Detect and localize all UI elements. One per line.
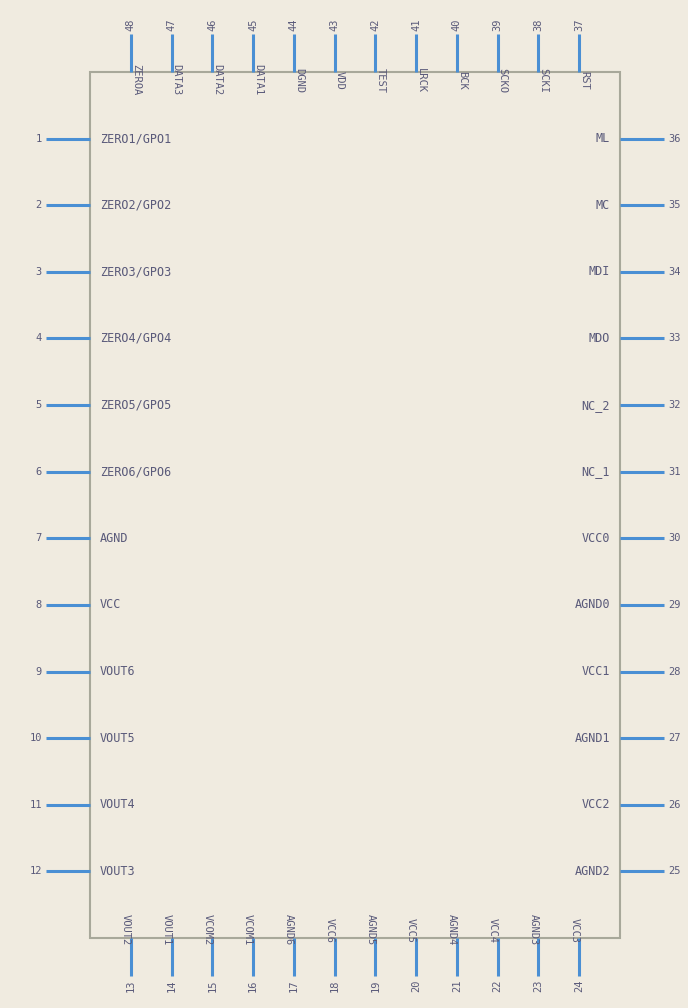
Text: VCC: VCC: [100, 599, 121, 612]
Text: VCC4: VCC4: [488, 917, 497, 942]
Text: 4: 4: [36, 334, 42, 344]
Text: VOUT3: VOUT3: [100, 865, 136, 878]
Text: VCC0: VCC0: [581, 532, 610, 544]
Text: SCKO: SCKO: [497, 68, 508, 93]
Text: AGND4: AGND4: [447, 914, 457, 946]
Text: ZERO3/GPO3: ZERO3/GPO3: [100, 265, 171, 278]
Text: ZERO1/GPO1: ZERO1/GPO1: [100, 132, 171, 145]
Text: AGND5: AGND5: [365, 914, 376, 946]
Text: AGND: AGND: [100, 532, 129, 544]
Text: 22: 22: [493, 979, 503, 992]
Text: 10: 10: [30, 733, 42, 743]
Text: VCC1: VCC1: [581, 665, 610, 678]
Text: AGND0: AGND0: [574, 599, 610, 612]
Text: VCC2: VCC2: [581, 798, 610, 811]
Text: DATA1: DATA1: [253, 65, 263, 96]
Text: ZERO4/GPO4: ZERO4/GPO4: [100, 332, 171, 345]
Text: VCC5: VCC5: [406, 917, 416, 942]
Text: 42: 42: [370, 18, 380, 31]
Text: TEST: TEST: [376, 68, 385, 93]
Text: 23: 23: [533, 979, 544, 992]
Text: 27: 27: [668, 733, 680, 743]
Text: ZERO2/GPO2: ZERO2/GPO2: [100, 199, 171, 212]
Text: 7: 7: [36, 533, 42, 543]
Text: RST: RST: [579, 71, 589, 90]
Text: 48: 48: [126, 18, 136, 31]
Text: 41: 41: [411, 18, 421, 31]
Text: VOUT4: VOUT4: [100, 798, 136, 811]
Text: VCOM1: VCOM1: [243, 914, 253, 946]
Text: 31: 31: [668, 467, 680, 477]
Text: 24: 24: [574, 979, 584, 992]
Text: 26: 26: [668, 799, 680, 809]
Text: 46: 46: [207, 18, 217, 31]
Text: DATA3: DATA3: [171, 65, 182, 96]
Text: MC: MC: [596, 199, 610, 212]
Text: 3: 3: [36, 267, 42, 277]
Text: 43: 43: [330, 18, 340, 31]
Text: AGND3: AGND3: [528, 914, 539, 946]
Text: 19: 19: [370, 979, 380, 992]
Bar: [90, 72, 620, 938]
Text: 9: 9: [36, 666, 42, 676]
Text: 40: 40: [452, 18, 462, 31]
Text: 11: 11: [30, 799, 42, 809]
Text: ZERO5/GPO5: ZERO5/GPO5: [100, 398, 171, 411]
Text: VCOM2: VCOM2: [202, 914, 213, 946]
Text: 15: 15: [207, 979, 217, 992]
Text: VCC6: VCC6: [325, 917, 334, 942]
Text: 6: 6: [36, 467, 42, 477]
Text: NC_1: NC_1: [581, 466, 610, 478]
Text: 36: 36: [668, 134, 680, 143]
Text: 45: 45: [248, 18, 258, 31]
Text: 32: 32: [668, 400, 680, 410]
Text: 8: 8: [36, 600, 42, 610]
Text: 18: 18: [330, 979, 340, 992]
Text: BCK: BCK: [457, 71, 467, 90]
Text: 44: 44: [289, 18, 299, 31]
Text: 34: 34: [668, 267, 680, 277]
Text: 5: 5: [36, 400, 42, 410]
Text: 37: 37: [574, 18, 584, 31]
Text: ML: ML: [596, 132, 610, 145]
Text: 13: 13: [126, 979, 136, 992]
Text: AGND6: AGND6: [284, 914, 294, 946]
Text: DATA2: DATA2: [213, 65, 222, 96]
Text: 25: 25: [668, 867, 680, 876]
Text: 17: 17: [289, 979, 299, 992]
Text: DGND: DGND: [294, 68, 304, 93]
Text: 14: 14: [166, 979, 177, 992]
Text: AGND2: AGND2: [574, 865, 610, 878]
Text: LRCK: LRCK: [416, 68, 426, 93]
Text: 2: 2: [36, 201, 42, 211]
Text: 47: 47: [166, 18, 177, 31]
Text: SCKI: SCKI: [539, 68, 548, 93]
Text: 35: 35: [668, 201, 680, 211]
Text: 33: 33: [668, 334, 680, 344]
Text: 12: 12: [30, 867, 42, 876]
Text: AGND1: AGND1: [574, 732, 610, 745]
Text: MDI: MDI: [589, 265, 610, 278]
Text: ZEROA: ZEROA: [131, 65, 141, 96]
Text: 21: 21: [452, 979, 462, 992]
Text: VCC3: VCC3: [569, 917, 579, 942]
Text: 30: 30: [668, 533, 680, 543]
Text: 38: 38: [533, 18, 544, 31]
Text: VOUT6: VOUT6: [100, 665, 136, 678]
Text: 16: 16: [248, 979, 258, 992]
Text: ZERO6/GPO6: ZERO6/GPO6: [100, 466, 171, 478]
Text: 39: 39: [493, 18, 503, 31]
Text: 29: 29: [668, 600, 680, 610]
Text: NC_2: NC_2: [581, 398, 610, 411]
Text: VOUT5: VOUT5: [100, 732, 136, 745]
Text: VOUT1: VOUT1: [162, 914, 171, 946]
Text: VDD: VDD: [334, 71, 345, 90]
Text: 1: 1: [36, 134, 42, 143]
Text: VOUT2: VOUT2: [121, 914, 131, 946]
Text: MDO: MDO: [589, 332, 610, 345]
Text: 28: 28: [668, 666, 680, 676]
Text: 20: 20: [411, 979, 421, 992]
